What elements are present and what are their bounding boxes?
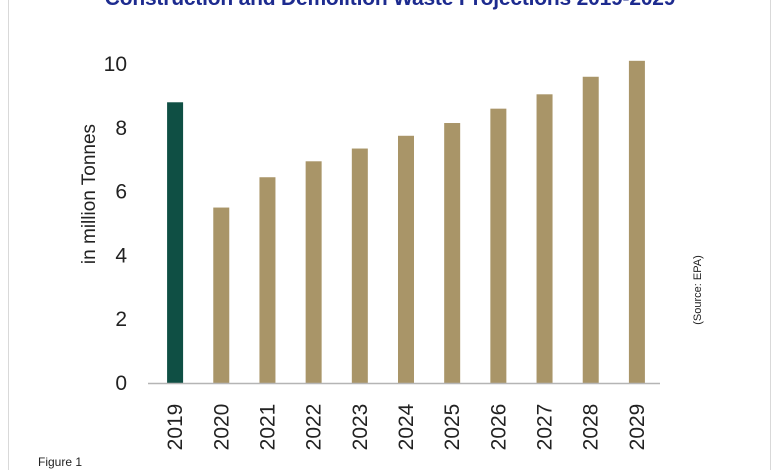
y-tick-label: 8	[115, 117, 127, 140]
x-tick-label: 2027	[534, 404, 557, 451]
bar-2020	[213, 207, 230, 383]
figure-caption: Figure 1	[38, 455, 83, 469]
y-tick-label: 0	[115, 372, 127, 395]
bar-2029	[628, 60, 645, 384]
x-tick-label: 2023	[349, 404, 372, 451]
chart-title: Construction and Demolition Waste Projec…	[0, 0, 780, 11]
x-tick-label: 2021	[256, 404, 279, 451]
source-note: (Source: EPA)	[692, 255, 704, 325]
bars	[167, 60, 645, 384]
x-tick-label: 2022	[303, 404, 326, 451]
y-tick-label: 10	[104, 53, 127, 76]
bar-2026	[490, 108, 507, 383]
y-axis-label: in million Tonnes	[79, 124, 100, 264]
bar-2027	[536, 94, 553, 384]
x-tick-label: 2020	[210, 404, 233, 451]
left-border	[8, 0, 9, 470]
y-tick-label: 4	[115, 244, 127, 267]
y-tick-label: 6	[115, 181, 127, 204]
x-tick-labels: 2019 2020 2021 2022 2023 2024 2025 2026 2027 2028…	[164, 403, 649, 450]
x-tick-label: 2025	[441, 404, 464, 451]
bar-2028	[582, 76, 599, 383]
x-tick-label: 2026	[487, 404, 510, 451]
bar-2022	[305, 161, 322, 383]
x-tick-label: 2029	[626, 404, 649, 451]
bar-2024	[398, 135, 414, 383]
bar-2021	[259, 177, 276, 383]
y-tick-labels: 0 2 4 6 8 10	[104, 53, 128, 395]
y-tick-label: 2	[115, 308, 127, 331]
bar-2019	[167, 102, 184, 383]
bar-2023	[351, 148, 368, 383]
x-tick-label: 2024	[395, 403, 418, 450]
y-axis-label-group: in million Tonnes	[79, 124, 100, 264]
right-border	[770, 0, 771, 470]
x-tick-label: 2028	[580, 404, 603, 451]
x-tick-label: 2019	[164, 404, 187, 451]
bar-2025	[444, 123, 461, 383]
